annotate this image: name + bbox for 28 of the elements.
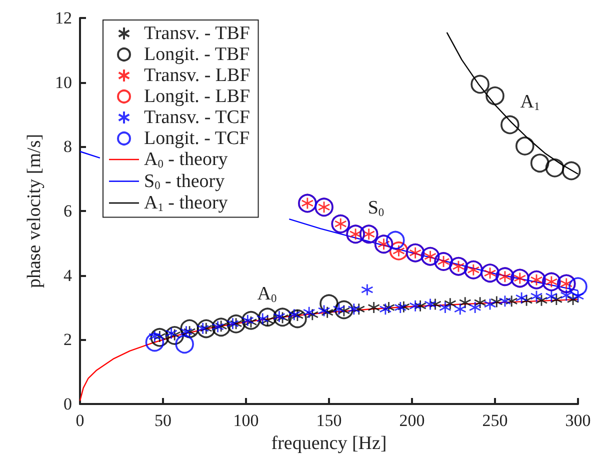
legend-label: Longit. - TBF	[144, 44, 250, 65]
annotation: A0	[257, 284, 278, 305]
x-tick-label: 300	[565, 411, 591, 430]
legend-label: S0 - theory	[144, 170, 226, 192]
x-tick-label: 50	[154, 411, 172, 430]
x-tick-label: 0	[76, 411, 84, 430]
x-axis-title: frequency [Hz]	[271, 433, 387, 454]
x-tick-label: 250	[482, 411, 508, 430]
legend-label: Transv. - TCF	[144, 107, 250, 128]
legend-label: A1 - theory	[144, 192, 228, 214]
y-tick-label: 2	[64, 330, 72, 350]
y-tick-label: 10	[55, 72, 72, 92]
y-tick-label: 12	[55, 8, 72, 28]
y-tick-label: 8	[64, 137, 72, 156]
y-tick-label: 0	[64, 394, 72, 414]
x-tick-label: 150	[316, 411, 342, 430]
legend-label: A0 - theory	[144, 149, 228, 170]
legend-label: Longit. - LBF	[144, 86, 250, 107]
x-tick-label: 200	[399, 411, 425, 430]
annotation: S0	[368, 198, 384, 219]
y-axis-title: phase velocity [m/s]	[24, 134, 46, 288]
legend-label: Transv. - TBF	[144, 23, 250, 44]
y-tick-label: 4	[64, 266, 72, 285]
x-tick-label: 100	[233, 411, 259, 430]
legend-label: Longit. - TCF	[144, 128, 250, 149]
legend-label: Transv. - LBF	[144, 65, 250, 86]
y-tick-label: 6	[64, 202, 72, 220]
annotation: A1	[520, 92, 540, 113]
